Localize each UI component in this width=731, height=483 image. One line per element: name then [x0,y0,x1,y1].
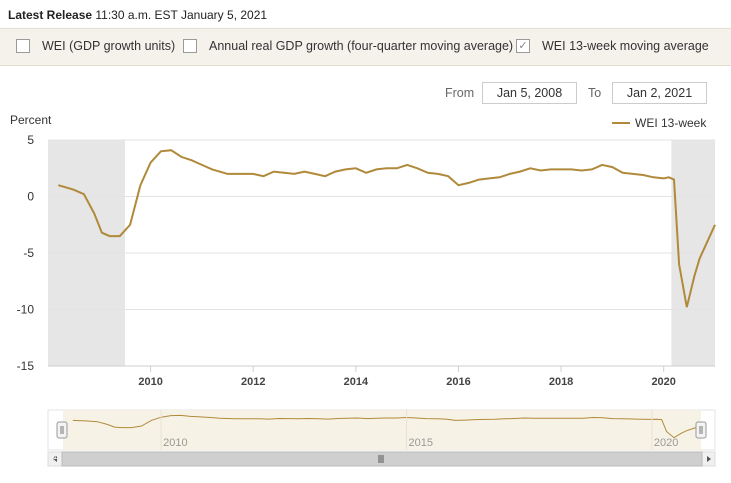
navigator-label: 2015 [409,437,433,449]
y-tick-label: -5 [23,246,34,260]
navigator-series-line [72,414,702,439]
checkbox-annual-gdp[interactable] [183,39,197,53]
scrollbar[interactable] [47,451,716,467]
checkbox-wei-13week[interactable]: ✓ [516,39,530,53]
release-info: Latest Release 11:30 a.m. EST January 5,… [8,8,267,22]
scroll-right-arrow-icon[interactable] [707,456,711,462]
navigator-left-handle[interactable] [56,421,68,439]
x-tick-label: 2010 [138,376,162,388]
to-date-input[interactable]: Jan 2, 2021 [612,82,707,104]
option-wei-gdp[interactable]: WEI (GDP growth units) [16,39,175,53]
series-options-bar: WEI (GDP growth units) Annual real GDP g… [0,28,731,66]
option-annual-gdp-label: Annual real GDP growth (four-quarter mov… [209,39,514,53]
scroll-left-arrow-icon[interactable] [53,456,57,462]
y-tick-label: -15 [17,359,35,373]
release-value: 11:30 a.m. EST January 5, 2021 [95,8,268,22]
checkbox-wei-gdp[interactable] [16,39,30,53]
x-tick-label: 2012 [241,376,265,388]
y-tick-label: 5 [27,133,34,147]
navigator-label: 2020 [654,437,678,449]
option-wei-13week-label: WEI 13-week moving average [542,39,709,53]
navigator-right-handle[interactable] [695,421,707,439]
scrollbar-thumb[interactable] [61,451,703,467]
y-tick-label: 0 [27,190,34,204]
option-wei-gdp-label: WEI (GDP growth units) [42,39,176,53]
navigator[interactable]: 2010 2015 2020 [47,409,716,451]
x-tick-label: 2020 [651,376,675,388]
navigator-label: 2010 [163,437,187,449]
from-date-input[interactable]: Jan 5, 2008 [482,82,577,104]
legend[interactable]: WEI 13-week [612,116,707,130]
from-label: From [445,86,475,100]
series-line-wei-13week [58,149,716,308]
to-label: To [588,86,602,100]
option-annual-gdp[interactable]: Annual real GDP growth (four-quarter mov… [183,39,513,53]
legend-entry: WEI 13-week [635,116,707,130]
x-tick-label: 2014 [344,376,369,388]
navigator-selection[interactable] [63,410,701,450]
x-tick-label: 2016 [446,376,470,388]
y-axis-label: Percent [10,113,52,127]
option-wei-13week[interactable]: ✓ WEI 13-week moving average [516,39,709,53]
checkmark-icon: ✓ [518,39,528,52]
y-tick-label: -10 [17,303,35,317]
x-tick-label: 2018 [549,376,573,388]
release-label: Latest Release [8,8,93,22]
